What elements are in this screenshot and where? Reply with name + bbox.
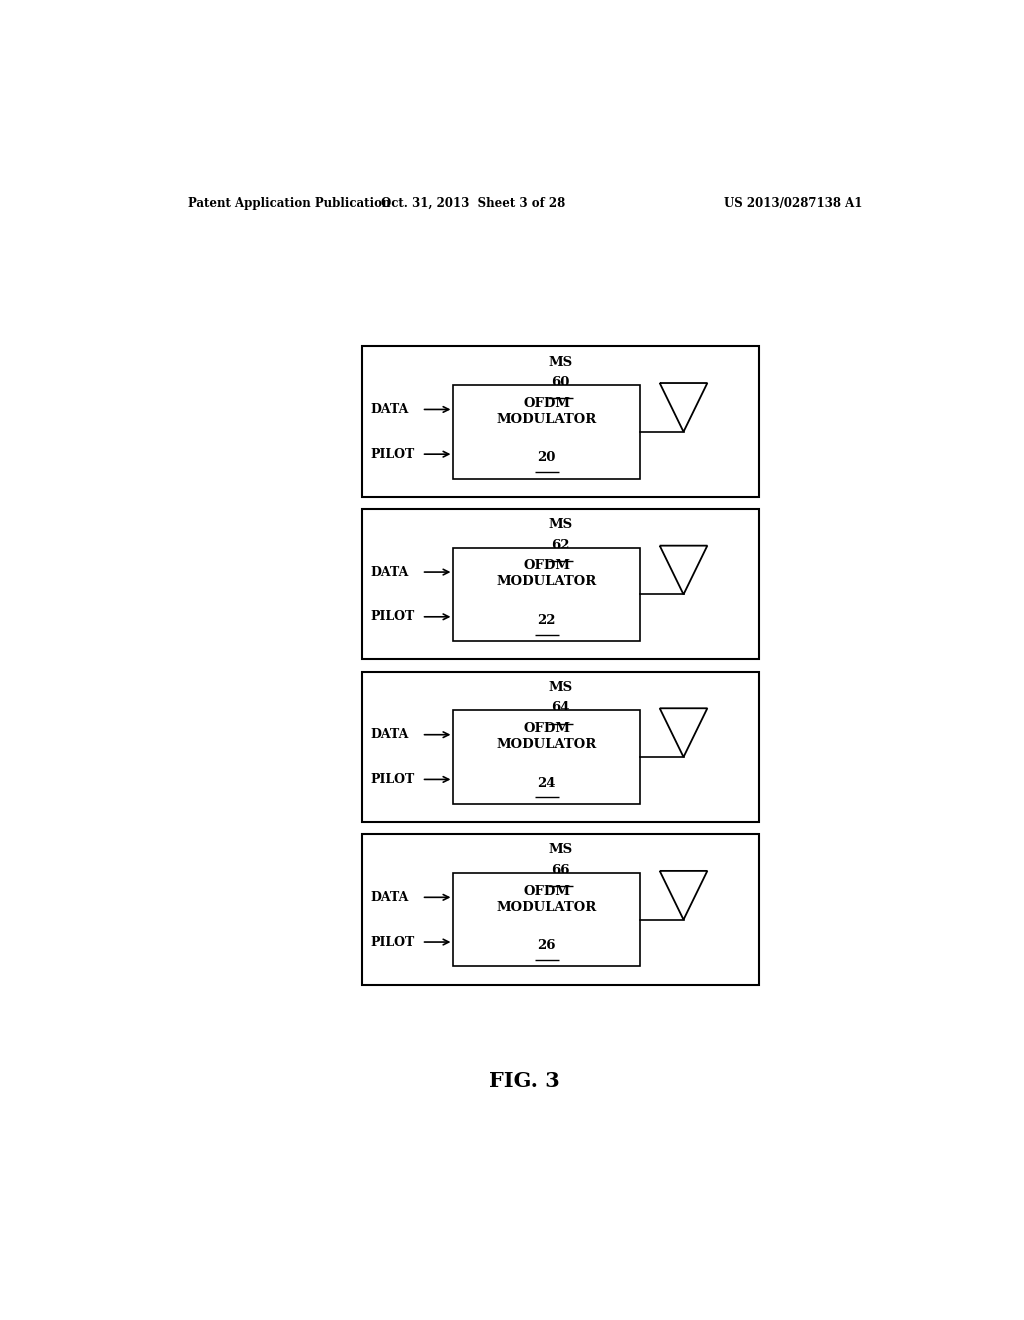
Text: DATA: DATA — [370, 891, 409, 904]
Text: OFDM
MODULATOR: OFDM MODULATOR — [497, 722, 597, 751]
Text: OFDM
MODULATOR: OFDM MODULATOR — [497, 884, 597, 913]
Text: 62: 62 — [551, 539, 569, 552]
Text: Patent Application Publication: Patent Application Publication — [187, 197, 390, 210]
Bar — [454, 385, 640, 479]
Text: 64: 64 — [551, 701, 569, 714]
Text: 24: 24 — [538, 776, 556, 789]
Text: US 2013/0287138 A1: US 2013/0287138 A1 — [724, 197, 862, 210]
Text: PILOT: PILOT — [370, 936, 415, 949]
Text: PILOT: PILOT — [370, 774, 415, 785]
Text: OFDM
MODULATOR: OFDM MODULATOR — [497, 560, 597, 589]
Text: DATA: DATA — [370, 565, 409, 578]
Bar — [362, 672, 759, 822]
Bar — [454, 710, 640, 804]
Text: FIG. 3: FIG. 3 — [489, 1072, 560, 1092]
Text: 60: 60 — [551, 376, 569, 389]
Text: 20: 20 — [538, 451, 556, 465]
Text: Oct. 31, 2013  Sheet 3 of 28: Oct. 31, 2013 Sheet 3 of 28 — [381, 197, 565, 210]
Bar — [362, 834, 759, 985]
Text: MS: MS — [549, 519, 572, 531]
Text: 66: 66 — [551, 863, 569, 876]
Text: MS: MS — [549, 843, 572, 857]
Text: DATA: DATA — [370, 729, 409, 742]
Bar — [362, 510, 759, 660]
Text: MS: MS — [549, 681, 572, 694]
Text: 26: 26 — [538, 940, 556, 952]
Text: DATA: DATA — [370, 403, 409, 416]
Text: 22: 22 — [538, 614, 556, 627]
Bar — [454, 873, 640, 966]
Bar — [454, 548, 640, 642]
Text: PILOT: PILOT — [370, 610, 415, 623]
Text: MS: MS — [549, 355, 572, 368]
Bar — [362, 346, 759, 496]
Text: OFDM
MODULATOR: OFDM MODULATOR — [497, 397, 597, 426]
Text: PILOT: PILOT — [370, 447, 415, 461]
